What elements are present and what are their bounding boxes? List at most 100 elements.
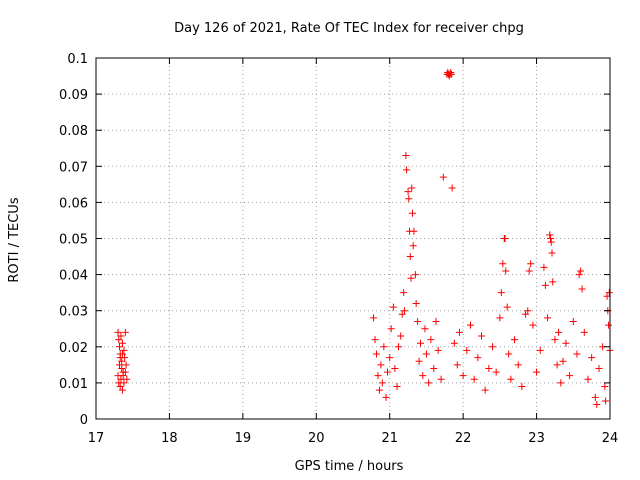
data-point (524, 307, 532, 315)
data-point (382, 393, 390, 401)
y-axis-label: ROTI / TECUs (7, 197, 22, 282)
data-point (584, 375, 592, 383)
data-point (536, 346, 544, 354)
data-point (387, 325, 395, 333)
data-point (507, 375, 515, 383)
y-tick-label: 0.09 (59, 88, 88, 103)
data-point (553, 361, 561, 369)
data-points (114, 68, 614, 409)
data-point (605, 321, 613, 329)
y-tick-label: 0.06 (59, 196, 88, 211)
x-tick-label: 18 (161, 431, 178, 446)
data-point (501, 235, 509, 242)
data-point (115, 336, 123, 344)
data-point (417, 339, 425, 347)
data-point (466, 321, 474, 329)
data-point (393, 383, 401, 391)
data-point (602, 397, 610, 405)
data-point (415, 357, 423, 365)
data-point (540, 263, 548, 271)
data-point (578, 285, 586, 293)
data-point (559, 357, 567, 365)
data-point (120, 379, 128, 387)
data-point (478, 332, 485, 340)
data-point (533, 368, 541, 376)
data-point (511, 336, 519, 344)
data-point (562, 339, 570, 347)
data-point (421, 325, 429, 333)
data-point (118, 364, 126, 372)
data-point (377, 361, 385, 369)
data-point (403, 166, 411, 174)
x-tick-label: 17 (88, 431, 105, 446)
data-point (437, 375, 445, 383)
data-point (123, 375, 131, 383)
data-point (514, 361, 522, 369)
y-tick-label: 0.08 (59, 124, 88, 139)
data-point (412, 299, 420, 307)
data-point (577, 267, 585, 275)
data-point (463, 346, 471, 354)
data-point (122, 361, 130, 369)
data-point (370, 314, 378, 322)
data-point (439, 173, 447, 181)
data-point (425, 379, 433, 387)
data-point (503, 303, 511, 311)
chart-title: Day 126 of 2021, Rate Of TEC Index for r… (174, 21, 524, 36)
data-point (409, 242, 417, 250)
data-point (400, 289, 408, 297)
x-tick-label: 24 (602, 431, 619, 446)
data-point (119, 372, 127, 380)
data-point (544, 314, 552, 322)
data-point (391, 364, 399, 372)
data-point (549, 278, 557, 286)
data-point (496, 314, 504, 322)
data-point (406, 253, 414, 261)
data-point (595, 364, 603, 372)
data-point (118, 357, 126, 365)
data-point (591, 393, 599, 401)
data-point (422, 350, 430, 358)
data-point (117, 332, 125, 340)
x-axis-ticks: 17 18 19 20 21 22 23 24 (88, 58, 619, 446)
data-point (529, 321, 537, 329)
data-point (115, 343, 123, 351)
data-point (116, 354, 124, 362)
data-point (114, 328, 122, 336)
data-point (115, 361, 123, 369)
data-point (575, 271, 583, 279)
data-point (118, 350, 126, 358)
data-point (378, 379, 386, 387)
data-point (410, 227, 418, 235)
data-point (405, 195, 413, 203)
y-tick-label: 0.07 (59, 160, 88, 175)
data-point (499, 260, 507, 268)
y-tick-label: 0.01 (59, 377, 88, 392)
data-point (505, 350, 513, 358)
data-point (372, 350, 380, 358)
x-axis-label: GPS time / hours (295, 459, 404, 474)
data-point (398, 310, 406, 318)
x-tick-label: 21 (381, 431, 398, 446)
data-point (547, 235, 555, 242)
data-point (447, 68, 455, 76)
data-point (459, 372, 467, 380)
data-point (371, 336, 379, 344)
data-point (117, 375, 125, 383)
data-point (551, 336, 559, 344)
data-point (580, 328, 588, 336)
data-point (555, 328, 563, 336)
data-point (601, 383, 609, 391)
data-point (395, 343, 403, 351)
y-tick-label: 0.02 (59, 341, 88, 356)
data-point (408, 184, 416, 192)
data-point (497, 289, 505, 297)
x-tick-label: 22 (455, 431, 472, 446)
data-point (593, 401, 601, 409)
data-point (541, 281, 549, 289)
data-point (419, 372, 427, 380)
x-tick-label: 20 (308, 431, 325, 446)
data-point (445, 72, 453, 80)
